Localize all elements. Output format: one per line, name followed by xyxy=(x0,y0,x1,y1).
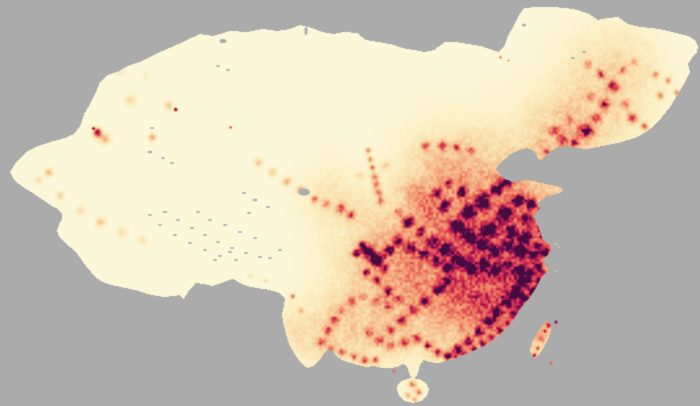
density-raster-canvas xyxy=(0,0,700,406)
china-population-density-map xyxy=(0,0,700,406)
